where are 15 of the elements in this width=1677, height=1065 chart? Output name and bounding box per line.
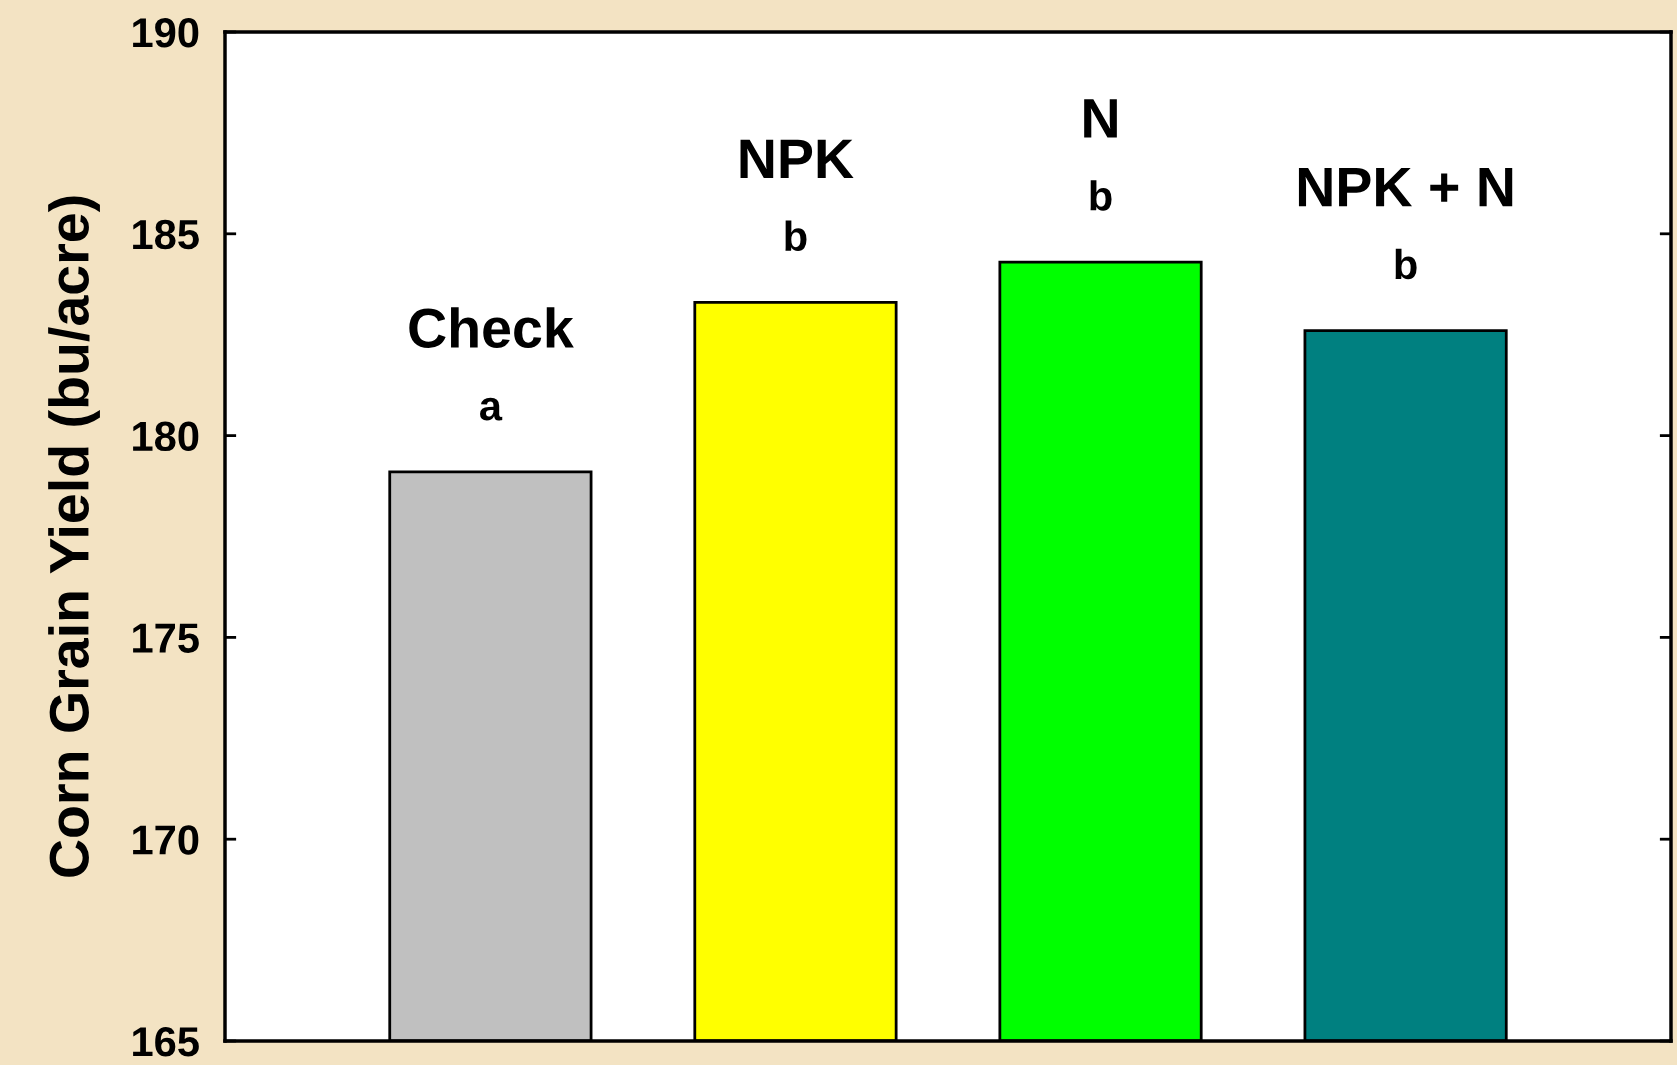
annotation: a: [480, 397, 503, 421]
annotation: b: [1090, 180, 1112, 211]
y-axis-title: Corn Grain Yield (bu/acre): [48, 196, 100, 877]
x-tick-label: NPK: [740, 139, 854, 178]
x-tick-label: NPK + N: [1298, 167, 1513, 207]
annotation: b: [785, 220, 807, 252]
annotation: b: [1395, 248, 1417, 280]
y-tick-label: 165: [133, 1027, 199, 1057]
y-tick-label: 185: [133, 219, 199, 250]
x-tick-label: Check: [409, 307, 574, 348]
x-tick-label: N: [1084, 99, 1117, 138]
y-tick-label: 170: [133, 825, 199, 855]
y-tick-label: 175: [133, 623, 199, 653]
y-tick-label: 190: [133, 18, 199, 48]
y-tick-label: 180: [133, 421, 199, 452]
